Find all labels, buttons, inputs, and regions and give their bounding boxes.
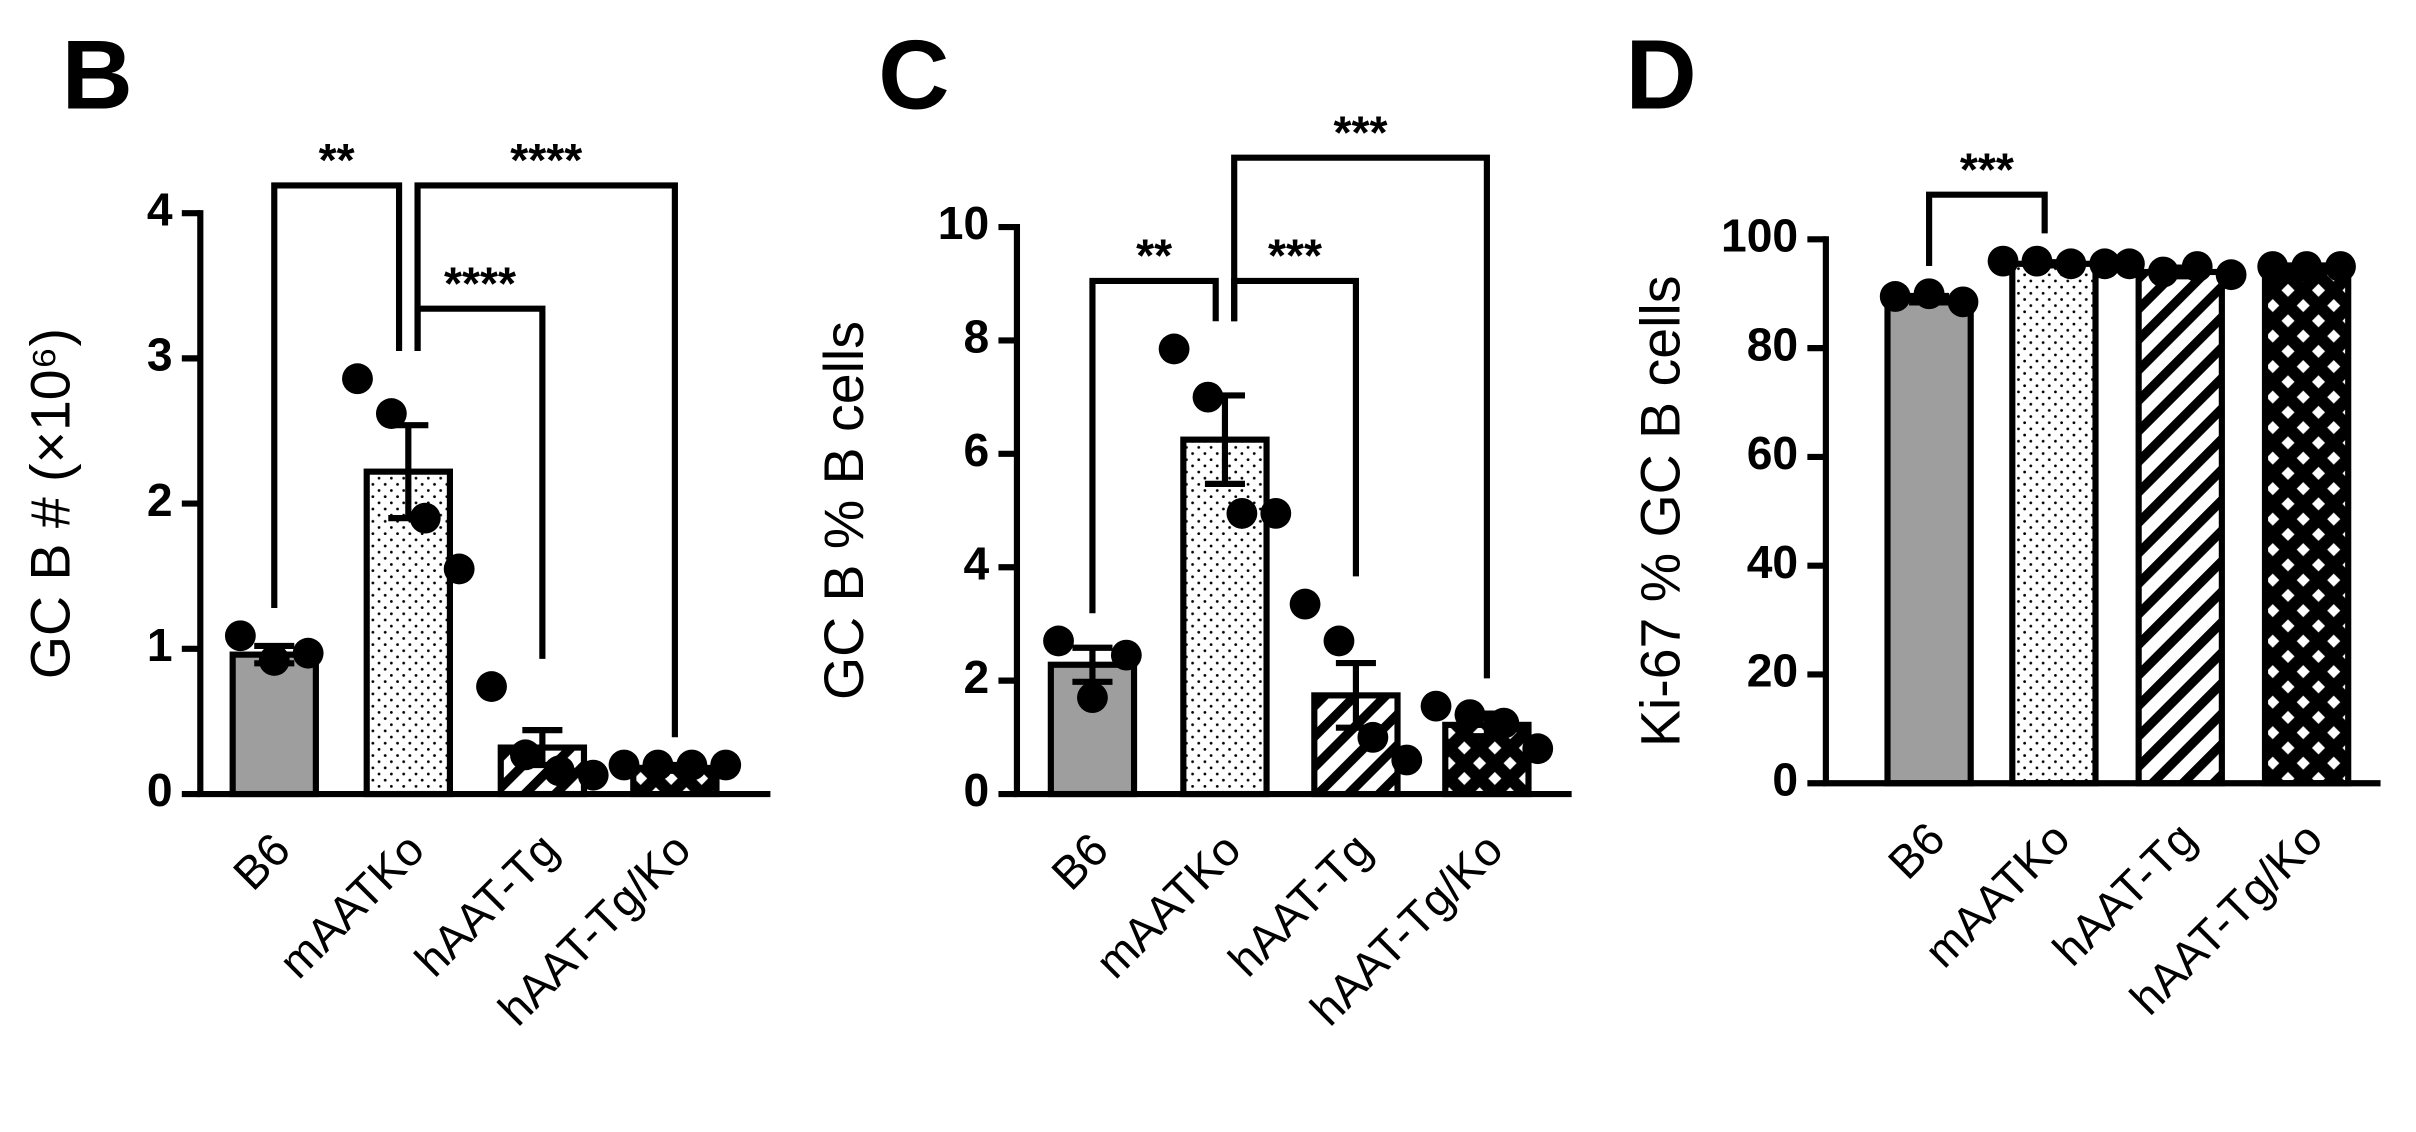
data-point xyxy=(2114,248,2145,280)
significance-label: ** xyxy=(1136,230,1172,282)
bar xyxy=(1180,436,1270,798)
data-point xyxy=(1879,281,1911,312)
axes xyxy=(197,210,771,798)
data-point xyxy=(676,749,708,781)
data-point xyxy=(443,553,475,585)
data-point xyxy=(608,749,640,781)
y-tick-label: 8 xyxy=(963,311,989,363)
y-tick-label: 6 xyxy=(963,424,989,476)
significance-bracket xyxy=(1926,191,2048,267)
significance-label: *** xyxy=(1334,106,1388,158)
data-point xyxy=(2215,259,2247,291)
data-point xyxy=(1913,278,1945,310)
data-point xyxy=(258,645,290,676)
panel-letter: D xyxy=(1626,19,1697,129)
y-axis-label: Ki-67 % GC B cells xyxy=(1629,276,1691,748)
data-point xyxy=(1391,744,1423,776)
y-axis-label: GC B # (×10⁶) xyxy=(19,328,81,679)
data-point xyxy=(577,759,609,791)
data-point xyxy=(1158,333,1190,365)
data-point xyxy=(1488,707,1520,739)
data-point xyxy=(1454,699,1486,731)
y-tick-label: 0 xyxy=(1772,753,1798,805)
data-point xyxy=(2181,251,2213,282)
significance-bracket xyxy=(414,305,546,659)
y-tick-label: 4 xyxy=(147,183,173,235)
data-point xyxy=(2291,251,2323,282)
x-tick-label: mAATKo xyxy=(1085,823,1250,988)
data-point xyxy=(2147,256,2179,288)
data-point xyxy=(375,398,407,429)
data-point xyxy=(510,739,541,771)
data-point xyxy=(1947,286,1979,318)
y-tick-label: 20 xyxy=(1747,645,1798,697)
data-point xyxy=(476,671,507,702)
data-point xyxy=(292,637,324,669)
y-tick-label: 10 xyxy=(938,197,989,249)
y-tick-label: 80 xyxy=(1747,318,1798,370)
data-point xyxy=(224,620,256,652)
bar xyxy=(2261,263,2352,787)
significance-bracket xyxy=(1231,154,1490,679)
data-point xyxy=(409,502,441,534)
y-tick-label: 60 xyxy=(1747,427,1798,479)
data-point xyxy=(1987,245,2019,277)
significance-bracket xyxy=(414,182,678,738)
data-point xyxy=(1522,733,1554,765)
axes xyxy=(1822,236,2381,787)
y-tick-label: 0 xyxy=(147,764,173,816)
data-point xyxy=(1043,625,1074,657)
data-point xyxy=(2021,245,2053,277)
y-tick-label: 40 xyxy=(1747,536,1798,588)
data-point xyxy=(1077,682,1108,714)
y-tick-label: 4 xyxy=(963,537,989,589)
data-point xyxy=(1192,381,1224,413)
data-point xyxy=(1323,625,1355,657)
significance-bracket xyxy=(271,182,403,609)
significance-bracket xyxy=(1089,277,1219,614)
axes xyxy=(1013,223,1572,798)
significance-label: **** xyxy=(444,257,516,309)
data-point xyxy=(2325,251,2356,282)
data-point xyxy=(710,749,742,781)
data-point xyxy=(642,749,674,781)
data-point xyxy=(1289,588,1321,620)
data-point xyxy=(1260,497,1292,529)
significance-label: *** xyxy=(1960,143,2014,195)
data-point xyxy=(2055,248,2087,280)
error-bar xyxy=(1072,644,1113,685)
bar xyxy=(2009,260,2099,787)
y-tick-label: 3 xyxy=(147,329,173,381)
x-tick-label: B6 xyxy=(1041,823,1118,900)
panel-letter: C xyxy=(878,19,949,129)
y-tick-label: 1 xyxy=(147,619,173,671)
x-tick-label: mAATKo xyxy=(269,823,434,988)
bar xyxy=(2135,268,2225,787)
x-tick-label: B6 xyxy=(223,823,300,900)
significance-label: ** xyxy=(319,134,355,186)
panel-letter: B xyxy=(62,19,133,129)
y-tick-label: 100 xyxy=(1721,210,1798,262)
data-point xyxy=(342,363,373,395)
x-tick-label: B6 xyxy=(1878,812,1955,889)
data-point xyxy=(1226,497,1258,529)
data-point xyxy=(1420,690,1452,722)
y-tick-label: 0 xyxy=(963,764,989,816)
y-tick-label: 2 xyxy=(147,474,173,526)
significance-label: **** xyxy=(510,134,582,186)
significance-label: *** xyxy=(1268,230,1322,282)
data-point xyxy=(543,755,575,787)
y-tick-label: 2 xyxy=(963,651,989,703)
y-axis-label: GC B % B cells xyxy=(813,321,875,700)
bar xyxy=(1884,296,1974,787)
data-point xyxy=(2257,251,2289,282)
data-point xyxy=(1110,639,1142,671)
data-point xyxy=(1357,721,1389,753)
data-point xyxy=(2089,248,2121,280)
